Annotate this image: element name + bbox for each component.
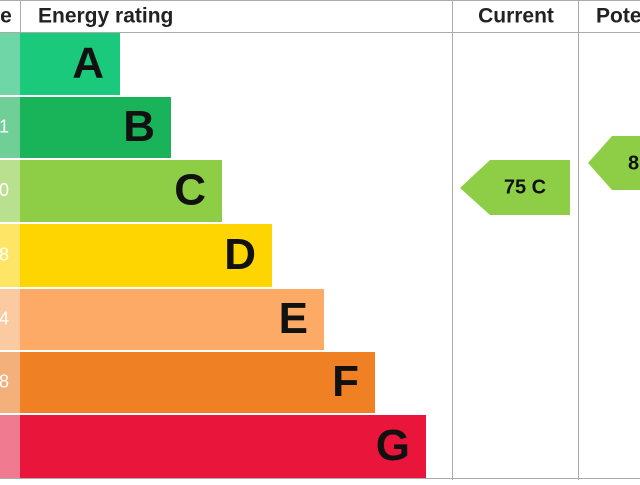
rating-letter: C — [174, 166, 206, 215]
rating-bar — [20, 415, 426, 478]
score-label: 8 — [0, 371, 9, 391]
header-score: e — [0, 5, 12, 28]
rating-letter: G — [376, 421, 410, 470]
current-rating: 75 C — [504, 176, 546, 198]
score-cell — [0, 224, 20, 287]
rating-letter: B — [123, 102, 155, 151]
score-label: 0 — [0, 180, 9, 200]
score-cell — [0, 289, 20, 350]
score-cell — [0, 415, 20, 478]
score-label: 1 — [0, 116, 9, 136]
score-cell — [0, 160, 20, 222]
rating-letter: F — [332, 357, 359, 406]
header-rating: Energy rating — [38, 5, 173, 28]
potential-rating: 8 — [628, 152, 639, 174]
rating-bar — [20, 33, 120, 95]
score-cell — [0, 352, 20, 413]
rating-letter: E — [279, 294, 308, 343]
rating-bar — [20, 352, 375, 413]
header-current: Current — [478, 5, 554, 28]
header-potential: Pote — [596, 5, 640, 28]
rating-letter: A — [72, 39, 104, 88]
rating-bar — [20, 97, 171, 158]
current-arrow — [460, 160, 570, 215]
potential-arrow — [588, 136, 640, 190]
rating-bar — [20, 289, 324, 350]
score-label: 8 — [0, 244, 9, 264]
score-label: 4 — [0, 308, 9, 328]
rating-bar — [20, 224, 272, 287]
score-cell — [0, 33, 20, 95]
score-cell — [0, 97, 20, 158]
rating-bar — [20, 160, 222, 222]
rating-letter: D — [224, 230, 256, 279]
